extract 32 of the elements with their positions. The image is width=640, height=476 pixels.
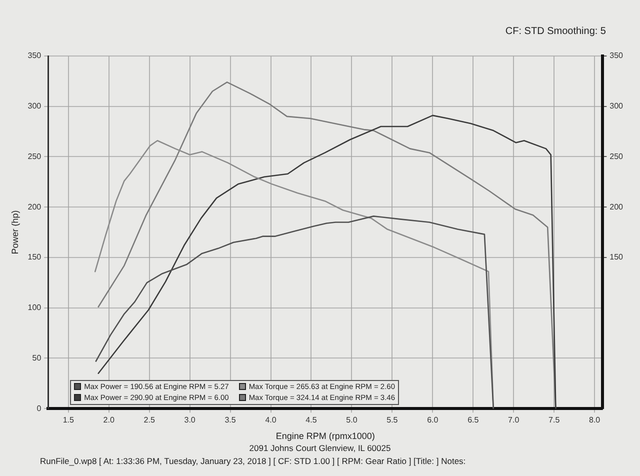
y-tick-label: 50 xyxy=(32,353,42,362)
x-tick-label: 5.0 xyxy=(346,416,358,425)
x-tick-label: 2.0 xyxy=(103,416,115,425)
text: CF: STD Smoothing: 5 xyxy=(505,26,606,37)
y2-tick-label: 350 xyxy=(610,51,624,60)
x-tick-label: 7.0 xyxy=(508,416,520,425)
x-tick-label: 4.5 xyxy=(306,416,318,425)
x-tick-label: 6.0 xyxy=(427,416,439,425)
y2-tick-label: 300 xyxy=(610,102,624,111)
y-tick-label: 0 xyxy=(36,404,42,413)
y-tick-label: 300 xyxy=(28,102,42,111)
y2-tick-label: 250 xyxy=(610,152,624,161)
x-tick-label: 4.0 xyxy=(265,416,277,425)
y-axis-title: Power (hp) xyxy=(10,210,20,254)
x-tick-label: 3.5 xyxy=(224,416,236,425)
x-tick-label: 3.0 xyxy=(184,416,196,425)
x-tick-label: 7.5 xyxy=(548,416,560,425)
x-tick-label: 8.0 xyxy=(588,416,601,425)
x-axis-title: Engine RPM (rpmx1000) xyxy=(276,431,375,442)
y-tick-label: 250 xyxy=(28,152,42,161)
y-tick-label: 150 xyxy=(28,252,42,262)
y2-tick-label: 200 xyxy=(610,202,624,212)
text: 2091 Johns Court Glenview, IL 60025 xyxy=(248,443,392,453)
y-tick-label: 350 xyxy=(28,51,42,60)
y2-tick-label: 150 xyxy=(610,252,624,262)
x-tick-label: 1.5 xyxy=(62,416,74,425)
x-tick-label: 5.5 xyxy=(386,416,398,425)
x-tick-label: 2.5 xyxy=(144,416,156,425)
y-tick-label: 100 xyxy=(28,303,42,312)
y-tick-label: 200 xyxy=(28,202,42,212)
x-tick-label: 6.5 xyxy=(468,416,480,425)
text: RunFile_0.wp8 [ At: 1:33:36 PM, Tuesday, January 23, 2018 ] [ CF: STD 1.00 ] [ RPM: Gear Ratio ] [Title: ] Notes: xyxy=(40,456,466,466)
